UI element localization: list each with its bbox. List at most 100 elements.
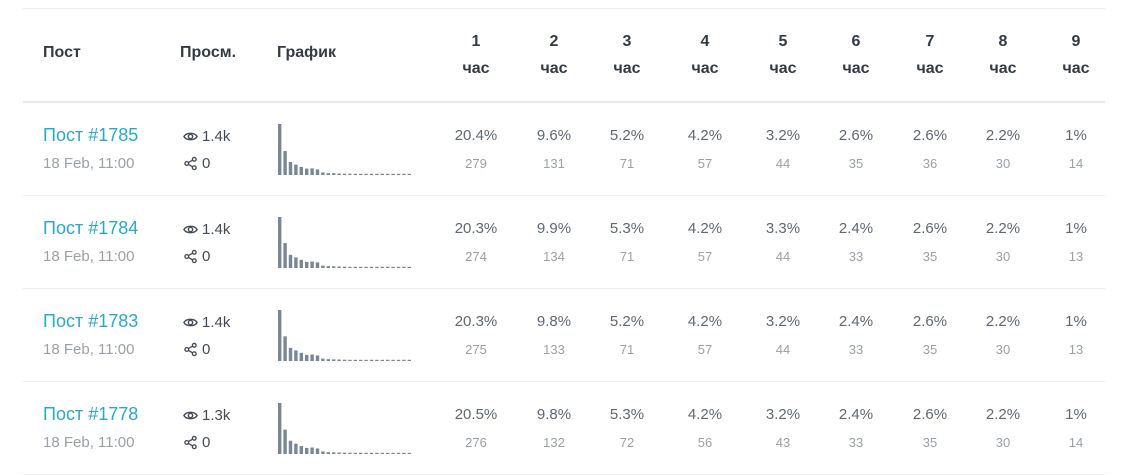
- header-hour-6[interactable]: 6 час: [826, 28, 886, 82]
- sparkline-bar: [321, 358, 325, 361]
- sparkline-bar: [407, 359, 411, 361]
- sparkline-bar: [364, 452, 368, 454]
- hour-count: 71: [619, 342, 635, 357]
- sparkline-bar: [391, 266, 395, 268]
- hour-percent: 2.2%: [985, 127, 1021, 144]
- header-post[interactable]: Пост: [43, 44, 81, 61]
- sparkline-bar: [375, 173, 379, 175]
- hour-percent: 5.2%: [609, 127, 645, 144]
- sparkline-bar: [305, 447, 309, 454]
- sparkline-bar: [337, 266, 341, 268]
- sparkline-bar: [288, 440, 293, 454]
- sparkline-bar: [294, 257, 298, 268]
- hour-count: 33: [848, 249, 864, 264]
- sparkline-bar: [380, 266, 384, 268]
- header-hour-unit: час: [462, 60, 490, 77]
- sparkline-bar: [342, 359, 347, 361]
- hour-percent: 3.2%: [765, 406, 801, 423]
- hour-percent: 5.3%: [609, 220, 645, 237]
- hour-count: 43: [775, 435, 791, 450]
- views-value: 1.3k: [202, 407, 231, 424]
- sparkline-bar: [396, 452, 401, 454]
- sparkline-bar: [326, 266, 330, 268]
- header-hour-8[interactable]: 8 час: [973, 28, 1033, 82]
- hour-count: 35: [922, 342, 938, 357]
- header-hour-5[interactable]: 5 час: [753, 28, 813, 82]
- post-link[interactable]: Пост #1778: [43, 404, 139, 424]
- header-hour-unit: час: [916, 60, 944, 77]
- hour-count: 71: [619, 156, 635, 171]
- sparkline-bar: [288, 347, 293, 361]
- sparkline-bar: [369, 452, 374, 454]
- table-row: Пост #1785 18 Feb, 11:00 1.4k 0 20.4% 279 9.6%…: [0, 103, 1126, 196]
- sparkline-bar: [348, 359, 352, 361]
- sparkline-bar: [386, 173, 390, 175]
- header-hour-number: 3: [622, 33, 632, 50]
- header-hour-number: 2: [549, 33, 559, 50]
- sparkline-bar: [310, 354, 314, 361]
- sparkline-bar: [386, 266, 390, 268]
- hour-percent: 20.5%: [454, 406, 498, 423]
- hour-count: 131: [543, 156, 565, 171]
- sparkline-bar: [299, 446, 303, 454]
- hour-count: 44: [775, 249, 791, 264]
- header-hour-number: 5: [778, 33, 788, 50]
- sparkline-bar: [342, 266, 347, 268]
- views-count: 1.4k: [183, 314, 230, 331]
- hour-percent: 20.3%: [454, 313, 498, 330]
- header-hour-unit: час: [842, 60, 870, 77]
- hour-percent: 9.8%: [536, 313, 572, 330]
- views-count: 1.3k: [183, 407, 230, 424]
- hour-count: 275: [465, 342, 487, 357]
- header-views[interactable]: Просм.: [180, 44, 237, 61]
- header-hour-4[interactable]: 4 час: [675, 28, 735, 82]
- hour-percent: 4.2%: [687, 406, 723, 423]
- hour-percent: 20.4%: [454, 127, 498, 144]
- hour-count: 33: [848, 342, 864, 357]
- sparkline-bar: [315, 355, 320, 361]
- post-link[interactable]: Пост #1784: [43, 218, 139, 238]
- hour-count: 44: [775, 342, 791, 357]
- hour-percent: 9.9%: [536, 220, 572, 237]
- hour-count: 279: [465, 156, 487, 171]
- header-hour-3[interactable]: 3 час: [597, 28, 657, 82]
- header-divider: [23, 101, 1105, 103]
- hour-percent: 3.2%: [765, 313, 801, 330]
- post-date: 18 Feb, 11:00: [43, 155, 135, 172]
- sparkline-bar: [321, 451, 325, 454]
- header-hour-1[interactable]: 1 час: [446, 28, 506, 82]
- header-hour-number: 4: [700, 33, 710, 50]
- hour-count: 13: [1068, 249, 1084, 264]
- header-hour-9[interactable]: 9 час: [1046, 28, 1106, 82]
- sparkline-bar: [353, 173, 357, 175]
- hour-percent: 9.8%: [536, 406, 572, 423]
- post-date: 18 Feb, 11:00: [43, 248, 135, 265]
- views-value: 1.4k: [202, 314, 231, 331]
- sparkline-bar: [407, 173, 411, 175]
- sparkline-bar: [348, 266, 352, 268]
- sparkline-bar: [364, 266, 368, 268]
- header-hour-2[interactable]: 2 час: [524, 28, 584, 82]
- post-link[interactable]: Пост #1783: [43, 311, 139, 331]
- post-link[interactable]: Пост #1785: [43, 125, 139, 145]
- hour-count: 14: [1068, 156, 1084, 171]
- sparkline-bar: [380, 173, 384, 175]
- sparkline-bar: [353, 359, 357, 361]
- hour-percent: 2.6%: [912, 313, 948, 330]
- sparkline-bar: [369, 359, 374, 361]
- hour-percent: 2.6%: [838, 127, 874, 144]
- views-sparkline: [278, 310, 411, 361]
- hour-count: 30: [995, 249, 1011, 264]
- sparkline-bar: [348, 452, 352, 454]
- views-sparkline: [278, 217, 411, 268]
- sparkline-bar: [294, 443, 298, 454]
- hour-count: 33: [848, 435, 864, 450]
- hour-percent: 20.3%: [454, 220, 498, 237]
- sparkline-bar: [299, 259, 303, 268]
- header-hour-7[interactable]: 7 час: [900, 28, 960, 82]
- sparkline-bar: [283, 336, 287, 361]
- hour-count: 30: [995, 342, 1011, 357]
- sparkline-bar: [364, 173, 368, 175]
- hour-percent: 1%: [1065, 127, 1087, 144]
- shares-count: 0: [183, 248, 210, 265]
